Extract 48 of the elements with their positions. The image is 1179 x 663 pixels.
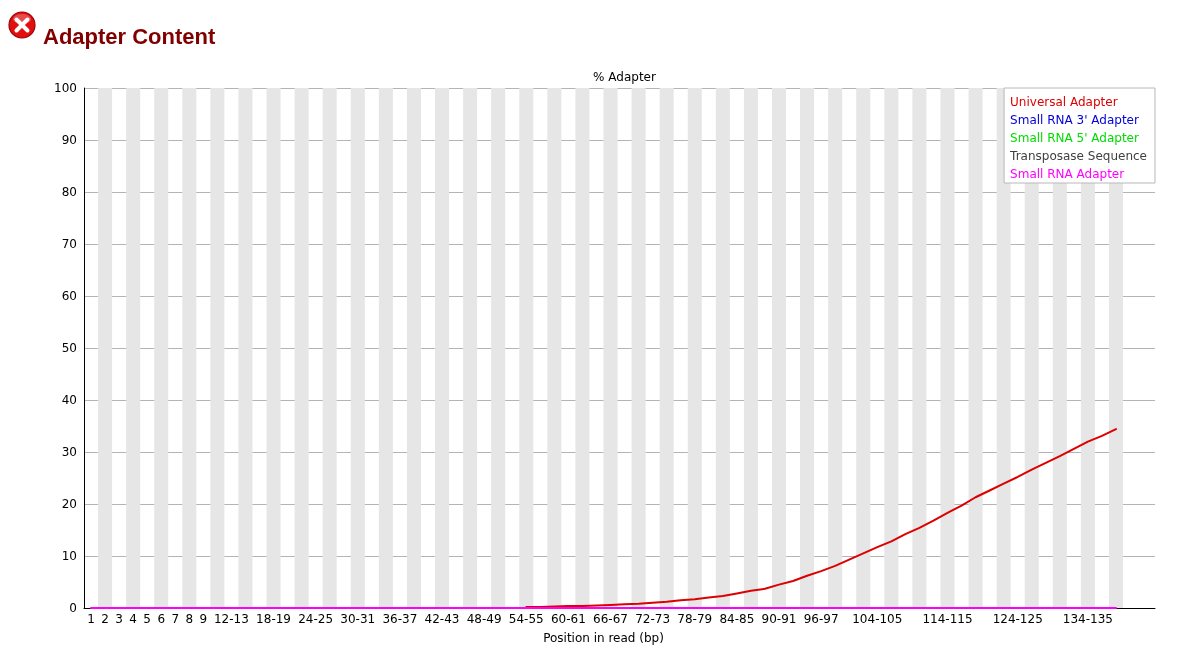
x-tick-label: 9 [199,612,208,626]
x-tick-label: 114-115 [922,612,973,626]
x-tick-label: 104-105 [852,612,903,626]
x-tick-label: 36-37 [382,612,418,626]
x-tick-label: 7 [171,612,180,626]
x-tick-label: 24-25 [298,612,334,626]
line-series [525,428,1117,608]
x-axis-title: Position in read (bp) [543,631,664,645]
x-tick-label: 42-43 [424,612,460,626]
x-tick-label: 48-49 [466,612,502,626]
y-tick-label: 40 [61,393,77,407]
chart-subtitle: % Adapter [593,70,656,84]
x-tick-label: 78-79 [677,612,713,626]
x-tick-label: 66-67 [593,612,628,626]
y-tick-label: 80 [61,185,77,199]
x-tick-label: 4 [129,612,137,626]
y-tick-label: 10 [61,549,77,563]
x-tick-label: 72-73 [635,612,671,626]
x-tick-label: 2 [101,612,109,626]
y-tick-label: 90 [61,133,77,147]
y-tick-label: 100 [54,81,77,95]
x-tick-label: 8 [185,612,194,626]
x-tick-label: 12-13 [213,612,249,626]
text: Universal Adapter [1010,95,1118,109]
y-tick-label: 60 [61,289,77,303]
x-tick-label: 60-61 [550,612,586,626]
x-tick-label: 30-31 [340,612,376,626]
legend-label: Small RNA 5' Adapter [1010,131,1139,145]
x-tick-label: 84-85 [719,612,755,626]
x-tick-label: 90-91 [761,612,797,626]
y-tick-label: 30 [61,445,77,459]
x-tick-label: 96-97 [803,612,839,626]
x-tick-label: 18-19 [256,612,291,626]
x-tick-label: 54-55 [508,612,544,626]
chart-title: Adapter Content [43,23,216,49]
y-tick-label: 70 [61,237,77,251]
y-tick-label: 20 [61,497,77,511]
x-tick-label: 134-135 [1062,612,1113,626]
legend-label: Small RNA 3' Adapter [1010,113,1139,127]
legend-label: Transposase Sequence [1009,149,1148,163]
x-tick-label: 1 [87,612,95,626]
y-tick-label: 0 [69,601,77,615]
x-tick-label: 6 [157,612,166,626]
x-tick-label: 5 [143,612,151,626]
x-tick-label: 3 [115,612,123,626]
text: Small RNA Adapter [1010,167,1125,181]
x-tick-label: 124-125 [992,612,1043,626]
y-tick-label: 50 [61,341,77,355]
